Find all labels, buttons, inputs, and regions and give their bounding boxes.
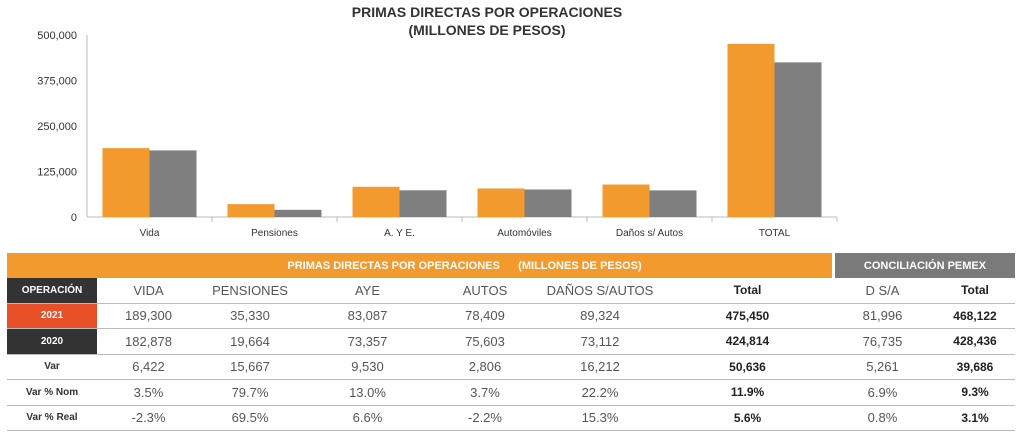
x-tick-label: TOTAL: [759, 228, 791, 239]
table-cell: 76,735: [862, 333, 903, 349]
table-cell: DAÑOS S/AUTOS: [546, 282, 654, 298]
table-cell: 475,450: [725, 308, 770, 323]
table-cell: 0.8%: [867, 410, 898, 426]
table-cell: 468,122: [953, 308, 997, 323]
table-cell: -2.2%: [468, 410, 502, 426]
row-label: Var % Real: [26, 412, 78, 424]
bar-2020: [649, 190, 697, 217]
row-label: 2021: [7, 303, 97, 328]
table-cell: 9.3%: [961, 385, 989, 400]
bar-2020: [149, 150, 197, 217]
table-cell: 69.5%: [231, 410, 269, 426]
table-cell: 3.7%: [470, 384, 500, 400]
bar-2021: [727, 43, 775, 217]
table-cell: AUTOS: [462, 282, 508, 298]
x-tick-label: A. Y E.: [384, 228, 415, 239]
table-cell: 15,667: [230, 359, 270, 375]
bar-2020: [274, 209, 322, 217]
table-cell: 11.9%: [730, 385, 765, 400]
table-header-main: PRIMAS DIRECTAS POR OPERACIONES (MILLONE…: [7, 253, 832, 278]
table-row: 2020 182,878 19,664 73,357 75,603 73,112 424,8…: [7, 329, 1015, 355]
table-cell: 75,603: [465, 333, 505, 349]
row-label: 2020: [7, 329, 97, 354]
table-cell: 78,409: [465, 308, 505, 324]
table-cell: 35,330: [230, 308, 270, 324]
y-tick-label: 0: [71, 212, 77, 224]
table-cell: AYE: [354, 282, 381, 298]
table-cell: 9,530: [351, 359, 384, 375]
table-cell: Total: [733, 283, 762, 298]
bar-2020: [774, 62, 822, 217]
table-cell: 3.1%: [961, 410, 989, 425]
table-cell: 5.6%: [733, 410, 762, 425]
table-cell: 5,261: [866, 359, 899, 375]
table-cell: 83,087: [347, 308, 388, 324]
bar-2021: [602, 184, 650, 217]
x-tick-label: Automóviles: [497, 228, 551, 239]
table-row: OPERACIÓN VIDA PENSIONES AYE AUTOS DAÑOS S/AU…: [7, 278, 1015, 304]
chart-subtitle: (MILLONES DE PESOS): [408, 22, 565, 38]
table-cell: 19,664: [230, 333, 270, 349]
table-cell: 22.2%: [581, 384, 619, 400]
bar-2021: [352, 186, 400, 217]
table-row: Var % Real -2.3% 69.5% 6.6% -2.2% 15.3% 5.6% 0.…: [7, 406, 1015, 431]
table-cell: 73,357: [347, 333, 388, 349]
table-header-pemex: CONCILIACIÓN PEMEX: [835, 253, 1015, 278]
table-cell: 15.3%: [581, 410, 619, 426]
y-tick-label: 125,000: [37, 167, 77, 179]
bar-2020: [399, 190, 447, 217]
table-cell: 424,814: [725, 334, 770, 349]
table-cell: 73,112: [580, 333, 620, 349]
table-cell: 50,636: [729, 359, 766, 374]
table-row: Var 6,422 15,667 9,530 2,806 16,212 50,636 5,26…: [7, 355, 1015, 380]
data-table: PRIMAS DIRECTAS POR OPERACIONES (MILLONE…: [7, 253, 1015, 431]
table-cell: 6.9%: [867, 384, 898, 400]
x-tick-label: Vida: [140, 228, 160, 239]
table-row: 2021 189,300 35,330 83,087 78,409 89,324 475,4…: [7, 303, 1015, 329]
x-tick-label: Pensiones: [251, 228, 298, 239]
table-cell: -2.3%: [131, 410, 166, 426]
table-cell: VIDA: [133, 282, 164, 298]
table-cell: PENSIONES: [212, 282, 288, 298]
bar-2020: [524, 189, 572, 217]
table-row: Var % Nom 3.5% 79.7% 13.0% 3.7% 22.2% 11.9% 6.9…: [7, 380, 1015, 406]
table-cell: 6,422: [132, 359, 165, 375]
table-cell: 189,300: [125, 308, 172, 324]
table-cell: 16,212: [580, 359, 620, 375]
row-label: Var % Nom: [25, 386, 79, 398]
table-cell: 79.7%: [231, 384, 269, 400]
table-cell: 2,806: [468, 359, 502, 375]
table-cell: 81,996: [862, 308, 903, 324]
table-cell: 6.6%: [352, 410, 383, 426]
table-cell: D S/A: [865, 282, 900, 298]
table-cell: 89,324: [580, 308, 620, 324]
y-tick-label: 500,000: [37, 30, 77, 42]
row-label: Var: [44, 361, 60, 373]
x-tick-label: Daños s/ Autos: [616, 228, 683, 239]
table-cell: 39,686: [956, 359, 994, 374]
table-cell: 3.5%: [133, 384, 164, 400]
y-tick-label: 375,000: [37, 76, 77, 88]
chart-title: PRIMAS DIRECTAS POR OPERACIONES: [352, 4, 622, 20]
bar-chart: PRIMAS DIRECTAS POR OPERACIONES (MILLONE…: [37, 4, 838, 239]
y-tick-label: 250,000: [37, 121, 77, 133]
table-cell: Total: [961, 283, 989, 298]
table-cell: 428,436: [953, 334, 997, 349]
table-cell: 182,878: [125, 333, 172, 349]
bar-2021: [227, 204, 275, 217]
bar-2021: [102, 148, 150, 217]
bar-2021: [477, 188, 525, 217]
table-cell: 13.0%: [349, 384, 386, 400]
row-label: OPERACIÓN: [7, 278, 97, 303]
